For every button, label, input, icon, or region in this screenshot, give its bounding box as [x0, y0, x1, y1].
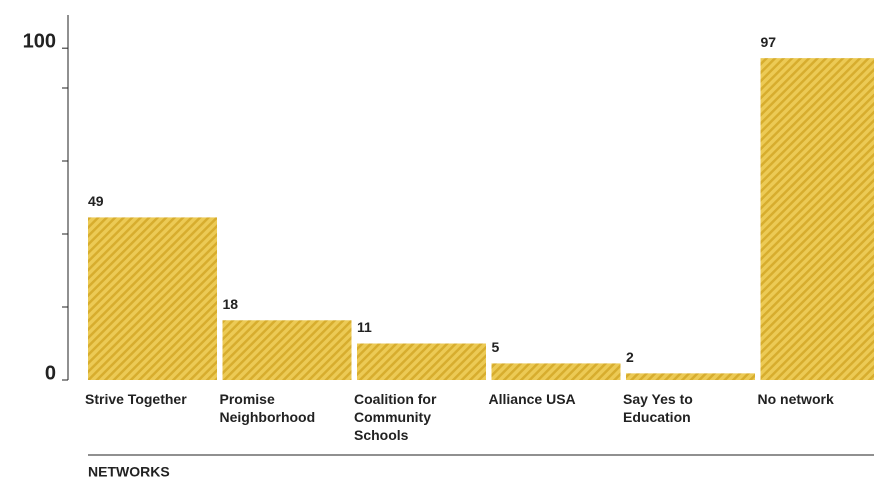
- x-tick-label: Say Yes to Education: [623, 391, 693, 425]
- x-tick-label: Promise Neighborhood: [219, 391, 316, 425]
- bar: [491, 363, 621, 380]
- value-label: 5: [492, 339, 500, 355]
- x-tick-label: Alliance USA: [488, 391, 576, 407]
- value-label: 11: [357, 319, 372, 335]
- bar: [357, 343, 486, 380]
- y-tick-label: 0: [45, 362, 56, 384]
- bar: [222, 320, 352, 380]
- value-label: 2: [626, 349, 634, 365]
- x-tick-label: Strive Together: [85, 391, 187, 407]
- x-tick-label: Coalition for Community Schools: [354, 391, 437, 443]
- y-tick-label: 100: [23, 30, 56, 52]
- bar: [760, 58, 874, 381]
- value-label: 18: [223, 296, 239, 312]
- value-label: 49: [88, 193, 104, 209]
- x-axis-label: NETWORKS: [88, 464, 170, 480]
- value-label: 97: [761, 34, 777, 50]
- bar: [88, 217, 217, 380]
- bar: [626, 373, 755, 380]
- x-tick-label: No network: [757, 391, 834, 407]
